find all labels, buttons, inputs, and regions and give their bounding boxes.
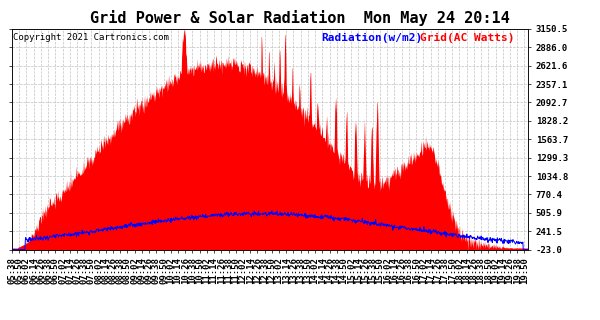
- Text: Radiation(w/m2): Radiation(w/m2): [322, 33, 423, 43]
- Text: Copyright 2021 Cartronics.com: Copyright 2021 Cartronics.com: [13, 33, 169, 42]
- Text: Grid(AC Watts): Grid(AC Watts): [419, 33, 514, 43]
- Text: Grid Power & Solar Radiation  Mon May 24 20:14: Grid Power & Solar Radiation Mon May 24 …: [90, 10, 510, 26]
